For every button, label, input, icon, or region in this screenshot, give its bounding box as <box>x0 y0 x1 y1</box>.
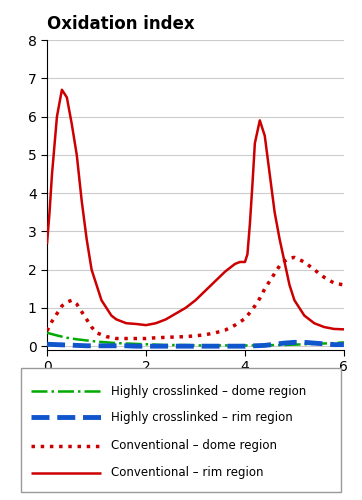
Text: Highly crosslinked – rim region: Highly crosslinked – rim region <box>111 410 293 424</box>
Text: Highly crosslinked – dome region: Highly crosslinked – dome region <box>111 384 306 398</box>
Text: Conventional – rim region: Conventional – rim region <box>111 466 264 479</box>
X-axis label: Depth (mm): Depth (mm) <box>144 380 247 395</box>
Text: Oxidation index: Oxidation index <box>47 15 195 33</box>
FancyBboxPatch shape <box>21 368 341 492</box>
Text: Conventional – dome region: Conventional – dome region <box>111 439 277 452</box>
